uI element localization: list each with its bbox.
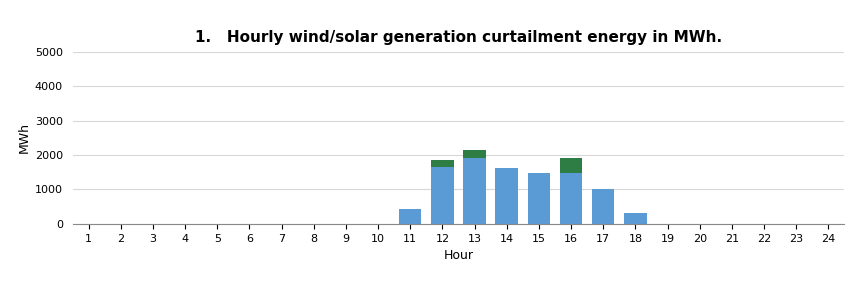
Title: 1.   Hourly wind/solar generation curtailment energy in MWh.: 1. Hourly wind/solar generation curtailm…	[195, 30, 721, 45]
X-axis label: Hour: Hour	[443, 249, 473, 262]
Bar	[559, 172, 582, 224]
Bar	[495, 168, 517, 224]
Bar	[463, 158, 486, 224]
Bar	[463, 150, 486, 158]
Bar	[624, 213, 646, 224]
Bar	[527, 173, 550, 224]
Y-axis label: MWh: MWh	[18, 122, 31, 153]
Bar	[430, 167, 453, 224]
Bar	[399, 209, 421, 224]
Bar	[430, 160, 453, 167]
Bar	[559, 158, 582, 172]
Bar	[591, 189, 613, 224]
